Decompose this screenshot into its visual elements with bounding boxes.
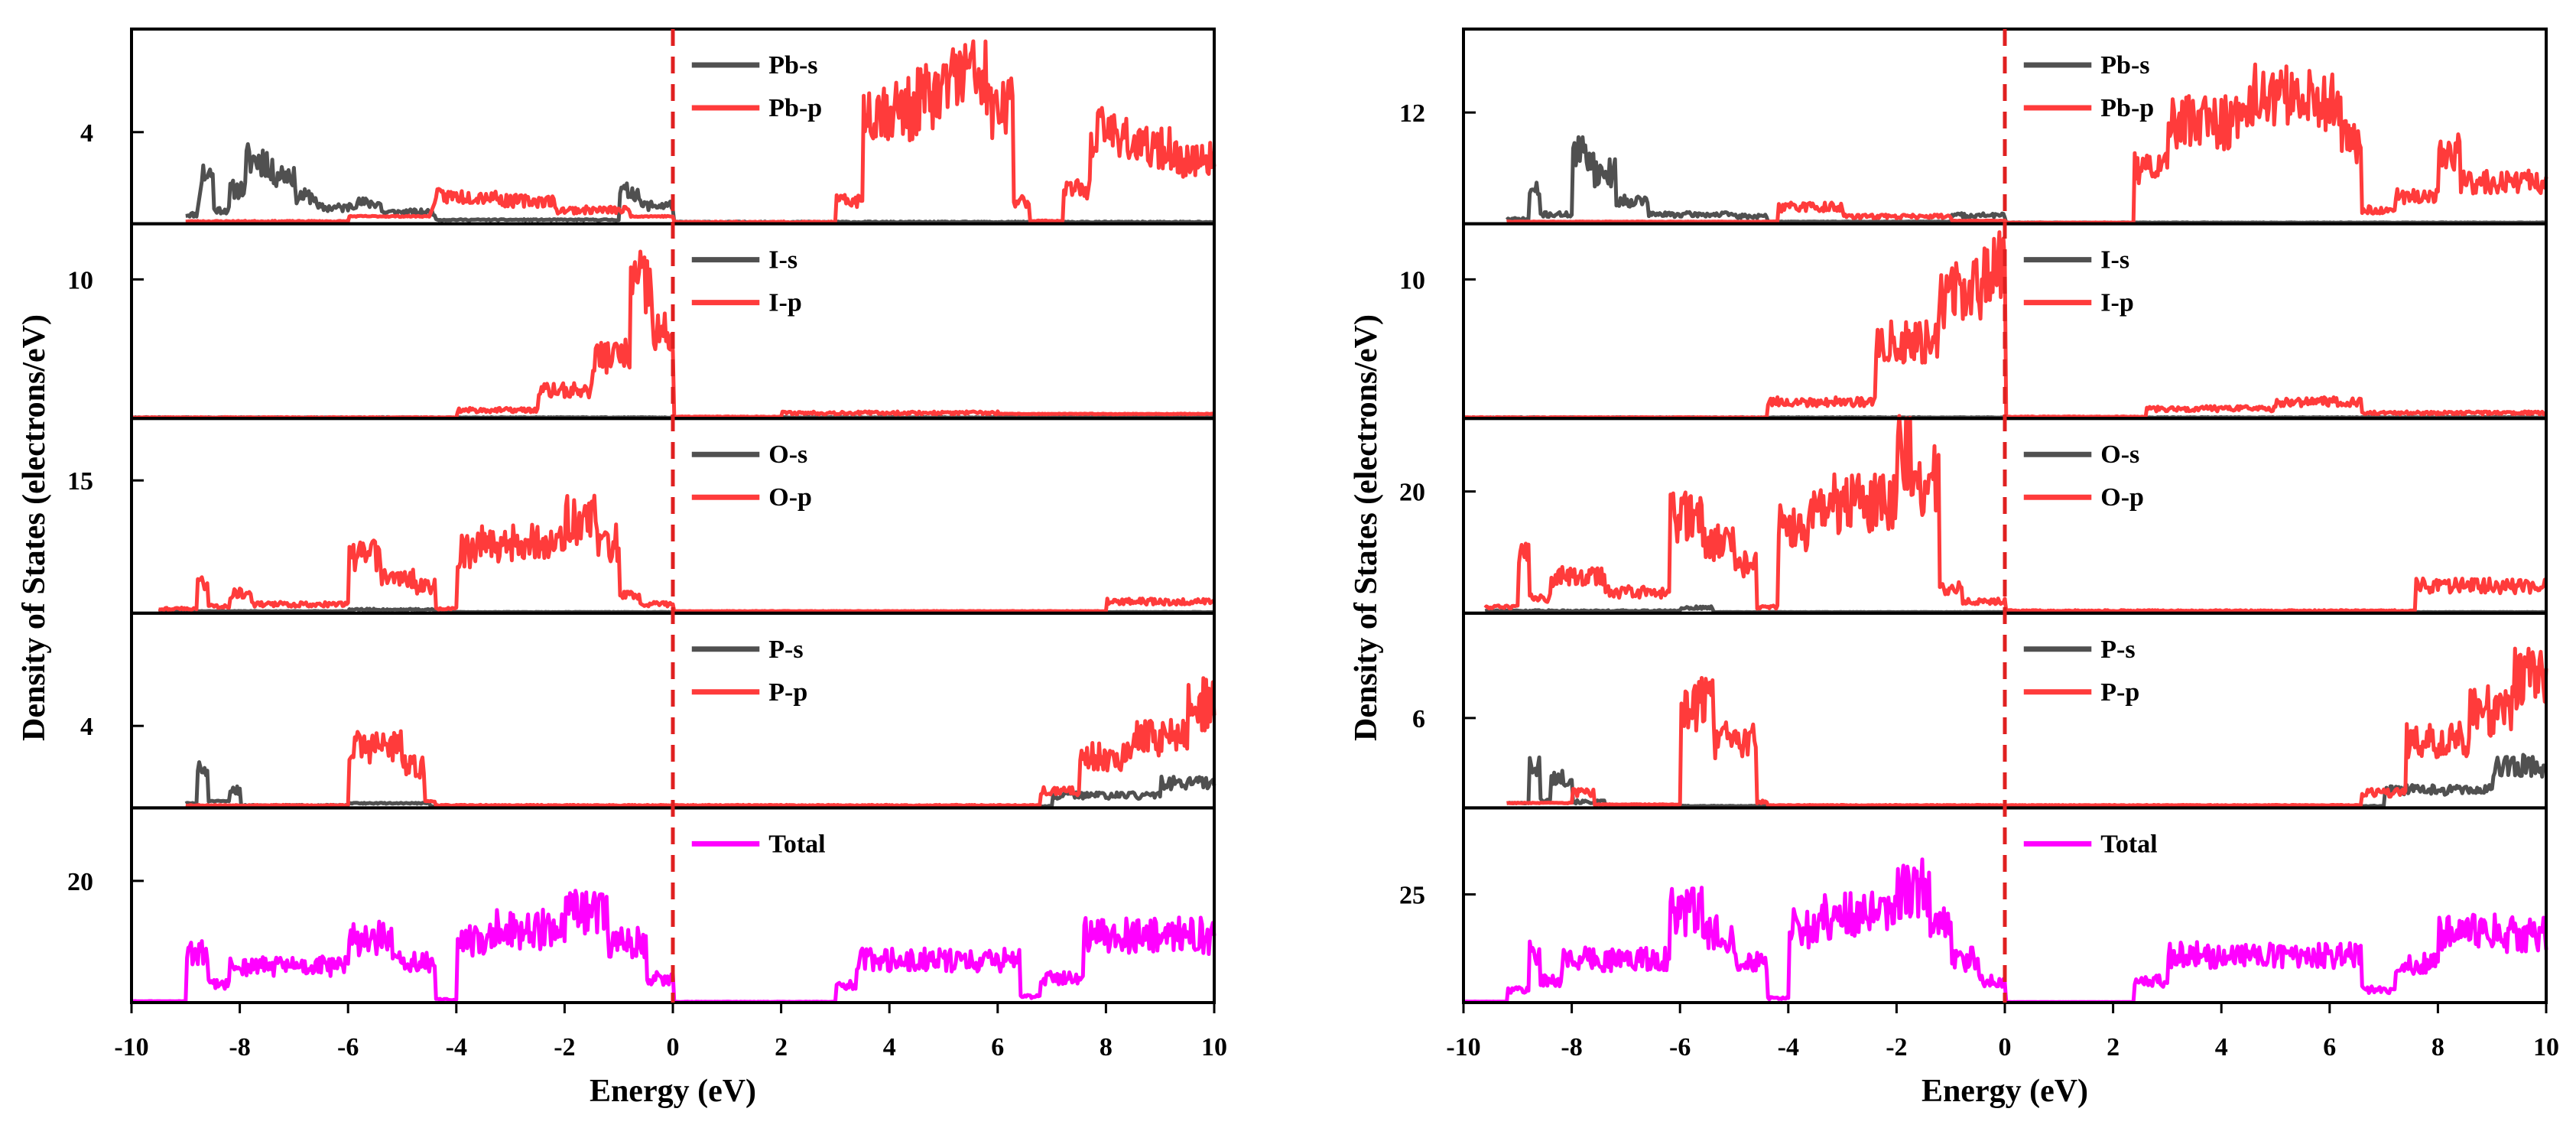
series-line-p-s [184,760,1217,809]
series-line-p-p [185,676,1217,808]
y-tick-label: 10 [67,266,93,294]
legend-label-p-p: P-p [2100,678,2139,707]
y-tick-label: 4 [80,119,93,148]
legend-label-i-s: I-s [768,246,797,275]
x-tick-label: 4 [883,1033,896,1061]
legend-label-pb-p: Pb-p [768,94,822,122]
legend-label-i-p: I-p [768,289,801,317]
y-tick-label: 6 [1412,705,1425,733]
panel-pb: Pb-s Pb-p 12 [1399,28,2548,226]
legend-label-i-s: I-s [2100,246,2129,275]
x-tick-label: -4 [1778,1033,1799,1061]
x-tick-label: -2 [1886,1033,1907,1061]
y-tick-label: 20 [1399,479,1425,507]
x-tick-label: 8 [2431,1033,2444,1061]
y-axis-title: Density of States (electrons/eV) [1349,314,1384,741]
series-line-pb-p [1506,62,2548,225]
y-tick-label: 10 [1399,266,1425,294]
panel-pb: Pb-s Pb-p 4 [80,28,1217,226]
legend-label-p-s: P-s [768,636,803,664]
x-tick-label: 6 [991,1033,1004,1061]
y-axis-title: Density of States (electrons/eV) [17,314,52,741]
x-tick-label: 0 [1999,1033,2012,1061]
x-tick-label: -10 [1446,1033,1480,1061]
panel-i: I-s I-p 10 [1399,222,2548,421]
series-line-p-p [1506,646,2548,808]
legend-label-pb-s: Pb-s [2100,51,2149,80]
x-tick-label: 2 [775,1033,788,1061]
x-tick-label: -6 [1669,1033,1691,1061]
series-line-o-p [158,493,1216,613]
x-tick-label: -8 [1561,1033,1582,1061]
panel-total: Total 20 [67,806,1217,1005]
x-tick-label: 0 [667,1033,680,1061]
x-tick-label: -10 [114,1033,148,1061]
x-axis-title: Energy (eV) [590,1074,756,1109]
legend-label-o-p: O-p [2100,483,2144,512]
series-line-p-s [1506,753,2548,808]
dos-chart-left: Density of States (electrons/eV) Energy … [17,28,1227,1109]
legend-label-p-p: P-p [768,678,807,707]
x-tick-label: -8 [229,1033,250,1061]
legend-label-pb-p: Pb-p [2100,94,2154,122]
x-tick-label: 2 [2107,1033,2120,1061]
x-tick-label: 6 [2323,1033,2336,1061]
legend-label-pb-s: Pb-s [768,51,817,80]
panel-o: O-s O-p 15 [67,417,1216,615]
series-line-pb-p [185,39,1217,225]
x-tick-label: 10 [1201,1033,1227,1061]
y-tick-label: 25 [1399,882,1425,910]
x-axis-title: Energy (eV) [1921,1074,2088,1109]
legend-label-o-p: O-p [768,483,812,512]
panel-o: O-s O-p 20 [1399,414,2548,615]
y-tick-label: 12 [1399,99,1425,128]
x-tick-label: 10 [2533,1033,2559,1061]
y-tick-label: 15 [67,467,93,496]
legend-label-total: Total [2100,830,2157,858]
y-tick-label: 20 [67,868,93,896]
x-tick-label: -4 [446,1033,467,1061]
legend-label-i-p: I-p [2100,289,2133,317]
y-tick-label: 4 [80,713,93,741]
series-line-pb-s [185,142,1215,225]
panel-total: Total 25 [1399,806,2548,1005]
legend-label-o-s: O-s [2100,440,2139,469]
legend-label-o-s: O-s [768,440,807,469]
panel-i: I-s I-p 10 [67,222,1216,421]
series-line-o-p [1483,414,2547,613]
series-line-total [1463,857,2548,1004]
panel-p: P-s P-p 4 [80,611,1217,810]
panel-p: P-s P-p 6 [1412,611,2548,810]
legend-label-p-s: P-s [2100,636,2135,664]
dos-chart-right: Density of States (electrons/eV) Energy … [1349,28,2559,1109]
x-tick-label: 4 [2215,1033,2228,1061]
x-tick-label: 8 [1100,1033,1113,1061]
x-tick-label: -2 [554,1033,575,1061]
x-tick-label: -6 [337,1033,359,1061]
legend-label-total: Total [768,830,825,858]
